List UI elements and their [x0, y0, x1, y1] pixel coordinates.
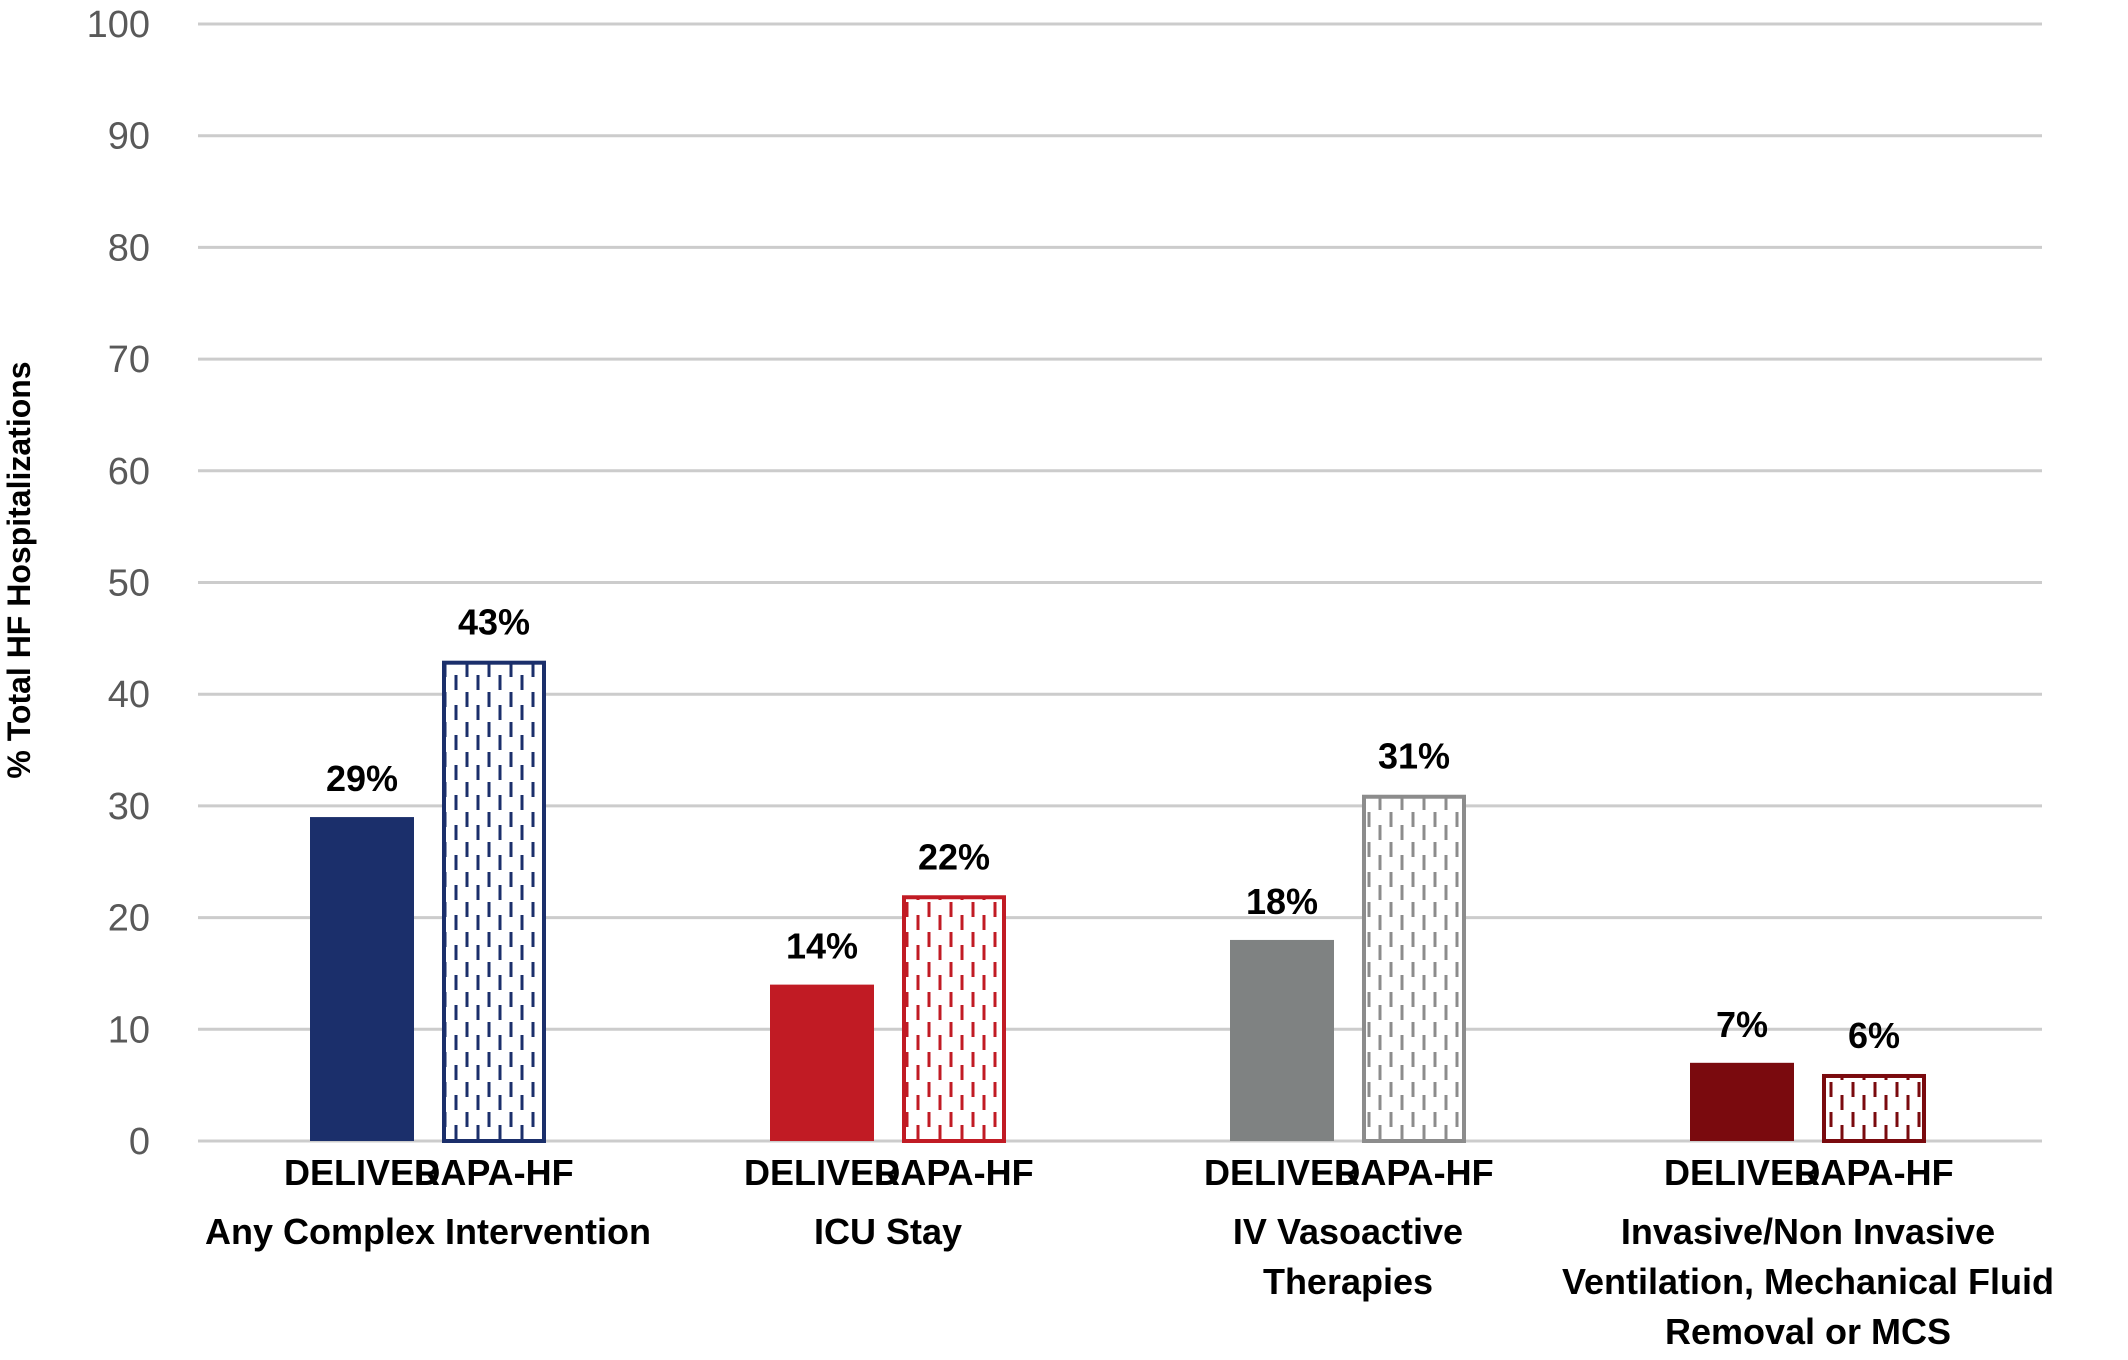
category-label: Removal or MCS — [1665, 1311, 1951, 1352]
bar-deliver — [310, 817, 414, 1141]
category-label: Any Complex Intervention — [205, 1211, 651, 1252]
data-label: 6% — [1848, 1015, 1900, 1056]
data-label: 14% — [786, 926, 858, 967]
category-label: Therapies — [1263, 1261, 1433, 1302]
y-tick-label: 60 — [108, 451, 150, 493]
series-label: DAPA-HF — [1794, 1152, 1953, 1193]
data-label: 29% — [326, 758, 398, 799]
data-labels: 29% 43% 14% 22% 18% 31% 7% 6% — [326, 602, 1900, 1056]
bar-deliver — [1230, 939, 1334, 1141]
y-axis-ticks: 0 10 20 30 40 50 60 70 80 90 100 — [87, 4, 150, 1163]
data-label: 18% — [1246, 881, 1318, 922]
data-label: 31% — [1378, 736, 1450, 777]
bar-dapa-hf — [1822, 1073, 1926, 1143]
y-tick-label: 80 — [108, 227, 150, 269]
category-label: Ventilation, Mechanical Fluid — [1562, 1261, 2054, 1302]
bar-dapa-hf — [902, 895, 1006, 1144]
y-tick-label: 40 — [108, 674, 150, 716]
y-tick-label: 90 — [108, 116, 150, 158]
series-label: DELIVER — [1204, 1152, 1360, 1193]
y-tick-label: 20 — [108, 898, 150, 940]
series-label: DAPA-HF — [1334, 1152, 1493, 1193]
category-label: IV Vasoactive — [1233, 1211, 1463, 1252]
y-tick-label: 0 — [129, 1121, 150, 1163]
data-label: 22% — [918, 836, 990, 877]
data-label: 7% — [1716, 1004, 1768, 1045]
series-label: DAPA-HF — [874, 1152, 1033, 1193]
bar-deliver — [1690, 1062, 1794, 1141]
bar-deliver — [770, 984, 874, 1141]
y-tick-label: 100 — [87, 4, 150, 46]
series-label: DELIVER — [1664, 1152, 1820, 1193]
y-tick-label: 10 — [108, 1009, 150, 1051]
y-tick-label: 30 — [108, 786, 150, 828]
data-label: 43% — [458, 602, 530, 643]
series-label: DELIVER — [284, 1152, 440, 1193]
bars — [310, 660, 1926, 1144]
y-tick-label: 70 — [108, 339, 150, 381]
category-label: Invasive/Non Invasive — [1621, 1211, 1995, 1252]
category-label: ICU Stay — [814, 1211, 962, 1252]
bar-dapa-hf — [1362, 794, 1466, 1143]
y-axis-label: % Total HF Hospitalizations — [1, 361, 37, 778]
bar-dapa-hf — [442, 660, 546, 1143]
series-label: DAPA-HF — [414, 1152, 573, 1193]
series-label: DELIVER — [744, 1152, 900, 1193]
y-tick-label: 50 — [108, 563, 150, 605]
